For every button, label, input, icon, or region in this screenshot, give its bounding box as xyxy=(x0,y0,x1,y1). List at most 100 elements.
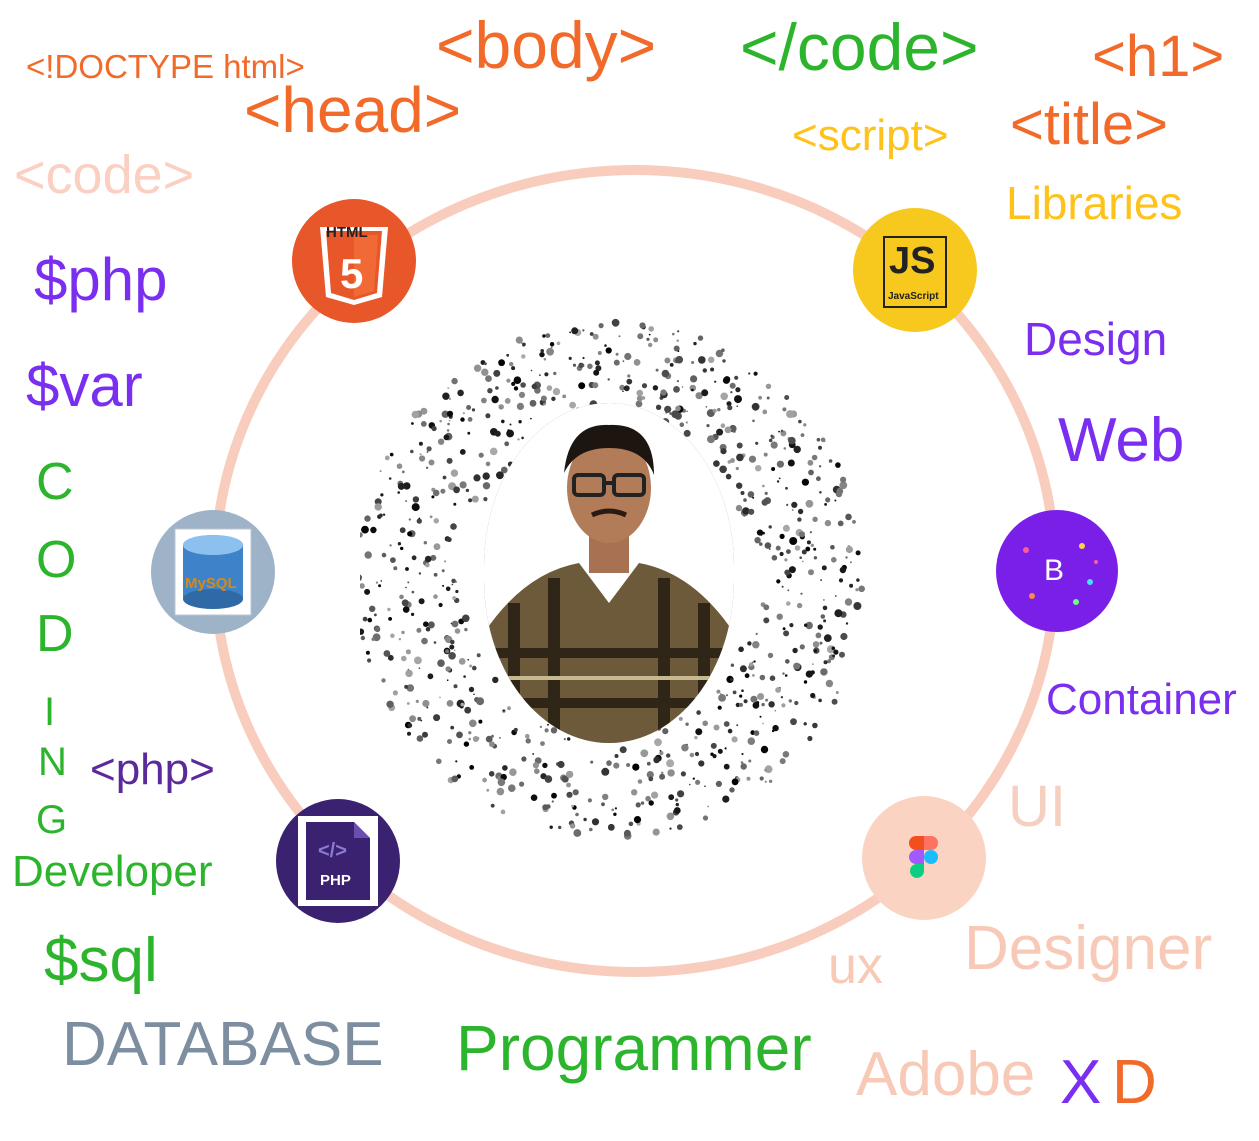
particle-dot xyxy=(374,626,381,633)
particle-dot xyxy=(551,792,557,799)
particle-dot xyxy=(812,722,818,729)
particle-dot xyxy=(761,499,769,506)
particle-dot xyxy=(485,375,492,382)
particle-dot xyxy=(723,721,730,727)
particle-dot xyxy=(755,441,759,445)
particle-dot xyxy=(488,771,495,777)
particle-dot xyxy=(543,402,546,406)
particle-dot xyxy=(664,357,671,364)
particle-dot xyxy=(539,725,543,729)
particle-dot xyxy=(731,736,738,743)
particle-dot xyxy=(433,543,441,551)
particle-dot xyxy=(806,540,811,545)
particle-dot xyxy=(831,698,838,705)
particle-dot xyxy=(748,759,752,763)
bootstrap-label: B xyxy=(1044,554,1065,587)
particle-dot xyxy=(485,461,491,467)
particle-dot xyxy=(722,795,730,803)
particle-dot xyxy=(406,702,410,705)
particle-dot xyxy=(540,395,547,402)
particle-dot xyxy=(364,515,371,522)
particle-dot xyxy=(720,423,726,428)
word-container: Container xyxy=(1046,675,1237,724)
php-badge[interactable]: </> PHP xyxy=(276,799,400,923)
particle-dot xyxy=(675,355,684,364)
coding-letter: N xyxy=(38,740,67,784)
particle-dot xyxy=(430,554,437,561)
particle-dot xyxy=(771,555,778,561)
particle-dot xyxy=(662,728,669,735)
particle-dot xyxy=(736,482,743,489)
particle-dot xyxy=(675,798,679,802)
particle-dot xyxy=(689,783,691,786)
particle-dot xyxy=(701,389,709,397)
particle-dot xyxy=(476,653,481,658)
particle-dot xyxy=(544,775,553,783)
particle-dot xyxy=(491,395,499,404)
particle-dot xyxy=(442,475,447,480)
particle-dot xyxy=(615,352,619,356)
particle-dot xyxy=(755,632,758,635)
particle-dot xyxy=(384,455,390,461)
particle-dot xyxy=(452,596,456,600)
word-database: DATABASE xyxy=(62,1010,384,1079)
particle-dot xyxy=(449,644,455,650)
word-developer: Developer xyxy=(12,847,213,896)
figma-badge[interactable] xyxy=(862,796,986,920)
particle-dot xyxy=(801,549,807,555)
particle-dot xyxy=(759,674,766,681)
particle-dot xyxy=(506,429,514,438)
particle-dot xyxy=(852,520,856,524)
particle-dot xyxy=(742,507,750,515)
particle-dot xyxy=(422,731,428,738)
particle-dot xyxy=(799,644,805,650)
particle-dot xyxy=(733,430,736,433)
particle-dot xyxy=(759,715,762,718)
particle-dot xyxy=(525,738,531,744)
profile-photo xyxy=(484,403,734,743)
particle-dot xyxy=(735,387,741,393)
particle-dot xyxy=(759,776,764,781)
particle-dot xyxy=(743,498,747,502)
html5-badge[interactable]: HTML 5 xyxy=(292,199,416,323)
particle-dot xyxy=(659,749,662,752)
particle-dot xyxy=(741,752,744,756)
particle-dot xyxy=(637,779,643,784)
particle-dot xyxy=(796,602,803,609)
particle-dot xyxy=(504,398,511,404)
mysql-badge[interactable]: MySQL xyxy=(151,510,275,634)
particle-dot xyxy=(771,729,775,733)
particle-dot xyxy=(401,630,405,635)
particle-dot xyxy=(496,787,505,796)
particle-dot xyxy=(823,634,832,642)
particle-dot xyxy=(598,323,604,329)
javascript-badge[interactable]: JS JavaScript xyxy=(853,208,977,332)
particle-dot xyxy=(784,674,788,677)
particle-dot xyxy=(840,476,847,483)
particle-dot xyxy=(762,722,764,725)
particle-dot xyxy=(443,434,450,441)
particle-dot xyxy=(683,429,691,437)
particle-dot xyxy=(856,578,860,582)
particle-dot xyxy=(423,541,427,545)
particle-dot xyxy=(818,445,822,450)
bootstrap-badge[interactable]: B xyxy=(996,510,1118,632)
particle-dot xyxy=(425,626,431,632)
particle-dot xyxy=(473,474,481,482)
word-programmer: Programmer xyxy=(456,1012,812,1084)
particle-dot xyxy=(453,649,456,651)
particle-dot xyxy=(426,706,429,709)
particle-dot xyxy=(646,761,651,766)
particle-dot xyxy=(834,609,843,618)
particle-dot xyxy=(824,519,832,527)
particle-dot xyxy=(455,589,459,594)
particle-dot xyxy=(433,518,439,524)
particle-dot xyxy=(431,425,437,432)
particle-dot xyxy=(739,702,743,707)
particle-dot xyxy=(389,452,394,457)
word-var: $var xyxy=(26,352,143,419)
particle-dot xyxy=(418,667,421,670)
particle-dot xyxy=(754,537,761,544)
particle-dot xyxy=(544,372,549,377)
particle-dot xyxy=(418,598,425,605)
